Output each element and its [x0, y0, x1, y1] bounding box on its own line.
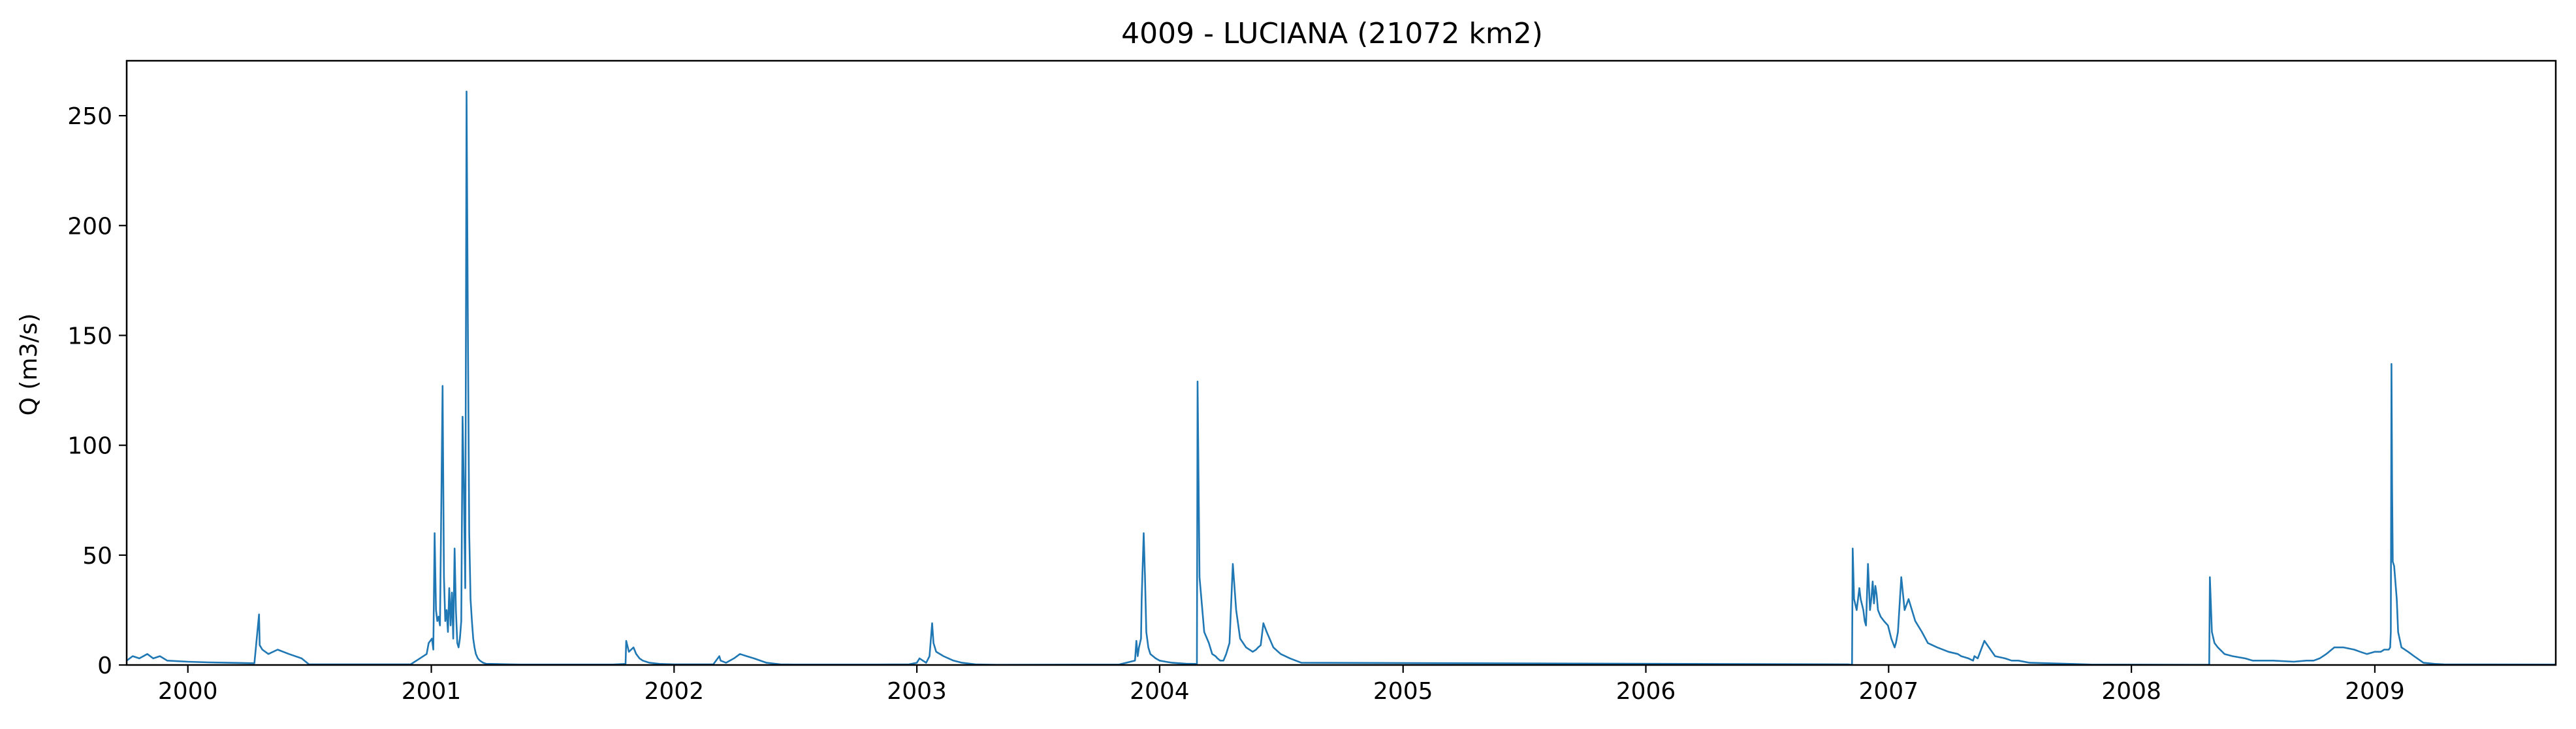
- plot-frame: [125, 59, 2557, 666]
- y-tick-label: 200: [67, 213, 112, 240]
- x-tick-label: 2009: [2345, 678, 2405, 705]
- y-axis: 0 50 100 150 200 250: [67, 103, 127, 679]
- x-tick-label: 2008: [2101, 678, 2161, 705]
- x-tick-label: 2003: [887, 678, 947, 705]
- y-tick-label: 250: [67, 103, 112, 130]
- x-tick-label: 2002: [644, 678, 705, 705]
- x-tick-label: 2004: [1130, 678, 1190, 705]
- x-tick-label: 2001: [402, 678, 462, 705]
- x-axis: 2000 2001 2002 2003 2004 2005 2006 2007 2008 2009: [158, 665, 2405, 705]
- series-line-0: [126, 90, 2556, 666]
- x-tick-label: 2006: [1616, 678, 1676, 705]
- y-tick-label: 0: [97, 653, 112, 679]
- y-axis-label: Q (m3/s): [16, 314, 42, 416]
- x-tick-label: 2007: [1859, 678, 1919, 705]
- x-tick-label: 2000: [158, 678, 218, 705]
- y-tick-label: 100: [67, 433, 112, 460]
- x-tick-label: 2005: [1373, 678, 1433, 705]
- y-tick-label: 150: [67, 323, 112, 349]
- chart-title: 4009 - LUCIANA (21072 km2): [1121, 17, 1543, 50]
- y-tick-label: 50: [82, 543, 112, 570]
- plot-area: [126, 90, 2556, 666]
